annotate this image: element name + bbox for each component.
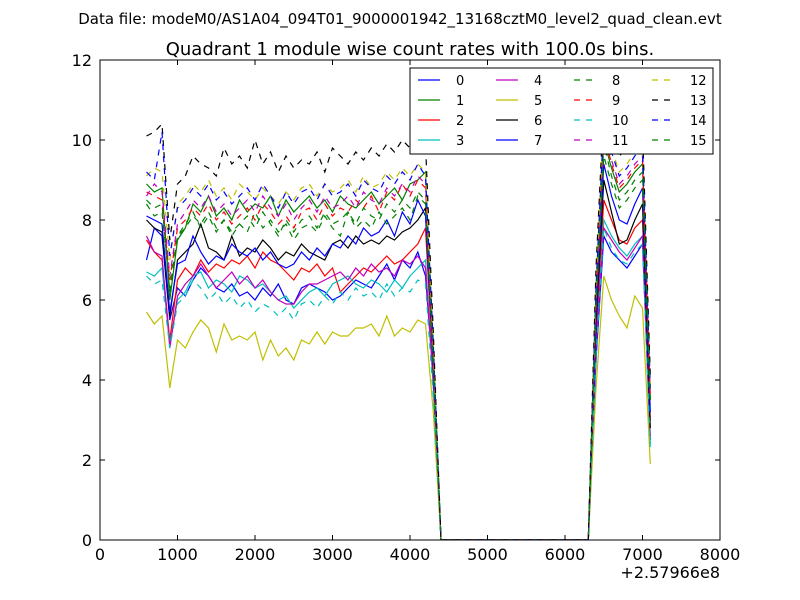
series-line-5	[145, 275, 651, 540]
series-line-10	[146, 227, 651, 540]
y-tick-label: 8	[82, 211, 92, 230]
series-line-9	[146, 131, 651, 540]
x-tick-label: 7000	[622, 545, 663, 564]
legend-label-14: 14	[690, 114, 707, 129]
series-line-1	[146, 139, 651, 540]
x-tick-label: 1000	[157, 545, 198, 564]
y-tick-label: 0	[82, 531, 92, 550]
y-tick-label: 2	[82, 451, 92, 470]
series-line-3	[146, 217, 651, 540]
series-line-6	[146, 179, 651, 540]
series-line-8	[145, 155, 651, 540]
y-tick-label: 10	[72, 131, 92, 150]
legend-label-0: 0	[456, 74, 464, 89]
legend-label-1: 1	[456, 94, 464, 109]
legend-label-5: 5	[534, 94, 542, 109]
axes: 0 1000 2000 3000 4000 5000 6000 7000 80000246810…	[72, 51, 741, 564]
x-tick-label: 4000	[390, 545, 431, 564]
legend-label-7: 7	[534, 134, 542, 149]
chart-title: Quadrant 1 module wise count rates with …	[166, 39, 655, 60]
x-tick-label: 8000	[700, 545, 741, 564]
series-line-12	[146, 115, 651, 540]
plot-lines	[145, 103, 651, 540]
series-line-15	[146, 143, 651, 540]
x-offset-label: +2.57966e8	[620, 563, 720, 582]
legend-label-3: 3	[456, 134, 464, 149]
series-line-2	[145, 199, 651, 540]
series-line-4	[145, 226, 651, 540]
x-tick-label: 6000	[545, 545, 586, 564]
legend-label-12: 12	[690, 74, 707, 89]
legend-label-10: 10	[612, 114, 629, 129]
x-tick-label: 2000	[235, 545, 276, 564]
legend-box	[409, 67, 714, 155]
x-tick-label: 0	[95, 545, 105, 564]
legend-label-6: 6	[534, 114, 542, 129]
series-line-11	[145, 127, 651, 540]
y-tick-label: 12	[72, 51, 92, 70]
series-line-0	[145, 226, 651, 540]
series-line-14	[146, 119, 651, 540]
y-tick-label: 4	[82, 371, 92, 390]
legend-label-11: 11	[612, 134, 629, 149]
x-tick-label: 3000	[312, 545, 353, 564]
legend-label-9: 9	[612, 94, 620, 109]
series-line-7	[146, 163, 651, 540]
legend-label-8: 8	[612, 74, 620, 89]
legend-label-2: 2	[456, 114, 464, 129]
y-tick-label: 6	[82, 291, 92, 310]
legend-label-15: 15	[690, 134, 707, 149]
legend-label-4: 4	[534, 74, 542, 89]
legend-label-13: 13	[690, 94, 707, 109]
x-tick-label: 5000	[467, 545, 508, 564]
series-line-13	[146, 103, 651, 540]
chart-suptitle: Data file: modeM0/AS1A04_094T01_90000019…	[78, 10, 722, 29]
